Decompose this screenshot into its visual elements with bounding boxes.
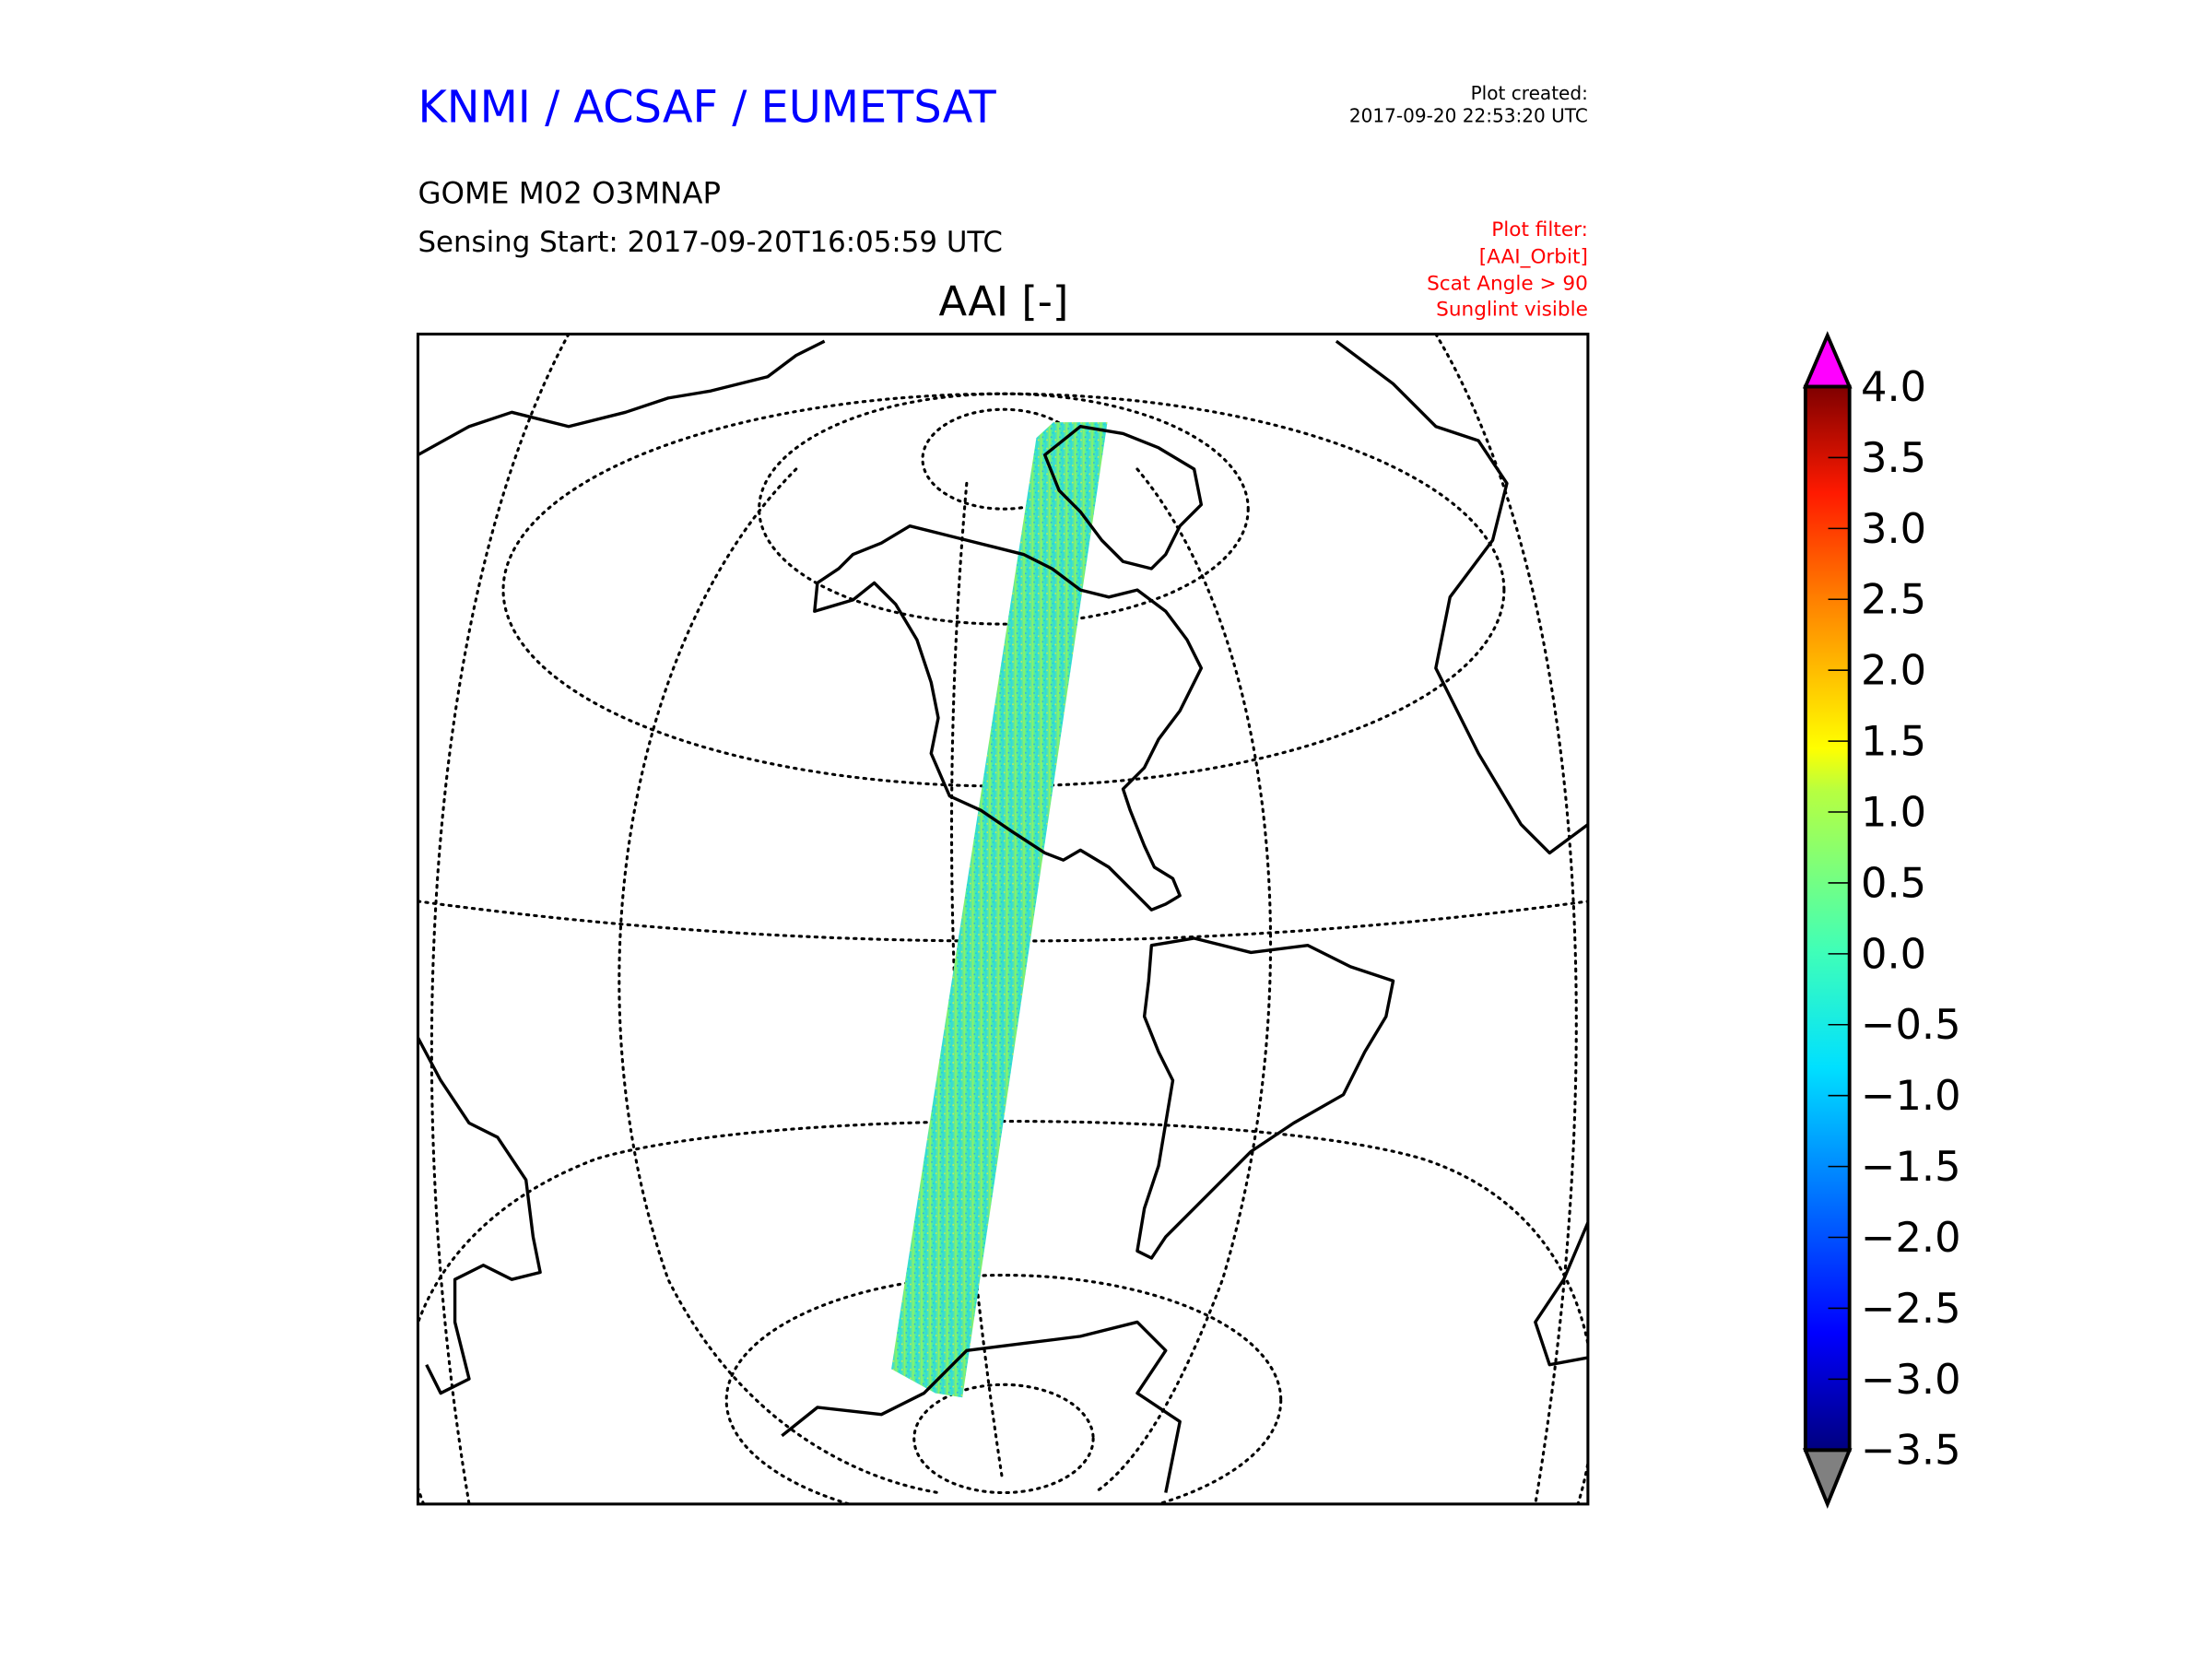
meridian bbox=[949, 481, 1004, 1480]
colorbar-under-arrow bbox=[1803, 1448, 1853, 1509]
map-frame bbox=[416, 332, 1590, 1506]
greenland-coast bbox=[1042, 425, 1204, 571]
colorbar: 4.0 3.5 3.0 2.5 2.0 1.5 1.0 0.5 0.0 −0.5 −1.0 −1.5 −… bbox=[1802, 331, 1961, 1509]
meridian bbox=[1093, 467, 1273, 1495]
colorbar-tick-label: 3.0 bbox=[1861, 504, 1926, 553]
org-title: KNMI / ACSAF / EUMETSAT bbox=[418, 83, 996, 134]
colorbar-over-arrow bbox=[1802, 331, 1853, 389]
filter-line: Scat Angle > 90 bbox=[1427, 273, 1588, 296]
parallel-30s bbox=[418, 1120, 1588, 1504]
asia-coast bbox=[418, 339, 826, 457]
colorbar-tick-label: 0.0 bbox=[1861, 929, 1926, 978]
coastlines bbox=[418, 339, 1588, 1493]
antarctica-coast bbox=[781, 1320, 1182, 1493]
plot-created-time: 2017-09-20 22:53:20 UTC bbox=[1349, 105, 1588, 127]
colorbar-tick-label: −2.5 bbox=[1861, 1284, 1961, 1333]
product-name: GOME M02 O3MNAP bbox=[418, 176, 721, 211]
australia-coast bbox=[418, 1037, 542, 1395]
north-america-coast bbox=[813, 524, 1204, 912]
filter-line: [AAI_Orbit] bbox=[1479, 245, 1588, 268]
colorbar-gradient bbox=[1803, 384, 1852, 1453]
meridian bbox=[1434, 334, 1578, 1504]
parallel-80s bbox=[912, 1382, 1095, 1495]
map bbox=[418, 334, 1588, 1504]
colorbar-tick-label: 4.0 bbox=[1861, 362, 1926, 411]
parallel-60s bbox=[724, 1274, 1283, 1504]
colorbar-tick-label: 1.0 bbox=[1861, 787, 1926, 836]
filter-line: Plot filter: bbox=[1491, 218, 1588, 241]
colorbar-tick-label: −1.0 bbox=[1861, 1071, 1961, 1120]
colorbar-tick-label: −3.0 bbox=[1861, 1355, 1961, 1404]
south-america-coast bbox=[1135, 936, 1395, 1260]
filter-line: Sunglint visible bbox=[1436, 298, 1588, 321]
africa-east-coast bbox=[1534, 1221, 1588, 1367]
colorbar-tick-label: 0.5 bbox=[1861, 858, 1926, 907]
colorbar-tick-label: 1.5 bbox=[1861, 717, 1926, 766]
colorbar-tick-label: −3.5 bbox=[1861, 1426, 1961, 1475]
chart-title: AAI [-] bbox=[939, 276, 1069, 325]
colorbar-tick-label: −0.5 bbox=[1861, 1000, 1961, 1049]
sensing-start: Sensing Start: 2017-09-20T16:05:59 UTC bbox=[418, 226, 1002, 259]
colorbar-tick-label: −1.5 bbox=[1861, 1142, 1961, 1191]
europe-africa-coast bbox=[1335, 339, 1588, 855]
colorbar-tick-label: 2.5 bbox=[1861, 575, 1926, 624]
plot-created-label: Plot created: bbox=[1471, 82, 1588, 104]
meridian bbox=[429, 334, 571, 1504]
colorbar-tick-label: 2.0 bbox=[1861, 646, 1926, 695]
aai-swath bbox=[891, 422, 1108, 1398]
plot-filter: Plot filter: [AAI_Orbit] Scat Angle > 90… bbox=[1427, 218, 1588, 321]
colorbar-tick-label: −2.0 bbox=[1861, 1213, 1961, 1262]
colorbar-tick-label: 3.5 bbox=[1861, 433, 1926, 482]
meridian bbox=[618, 467, 940, 1495]
